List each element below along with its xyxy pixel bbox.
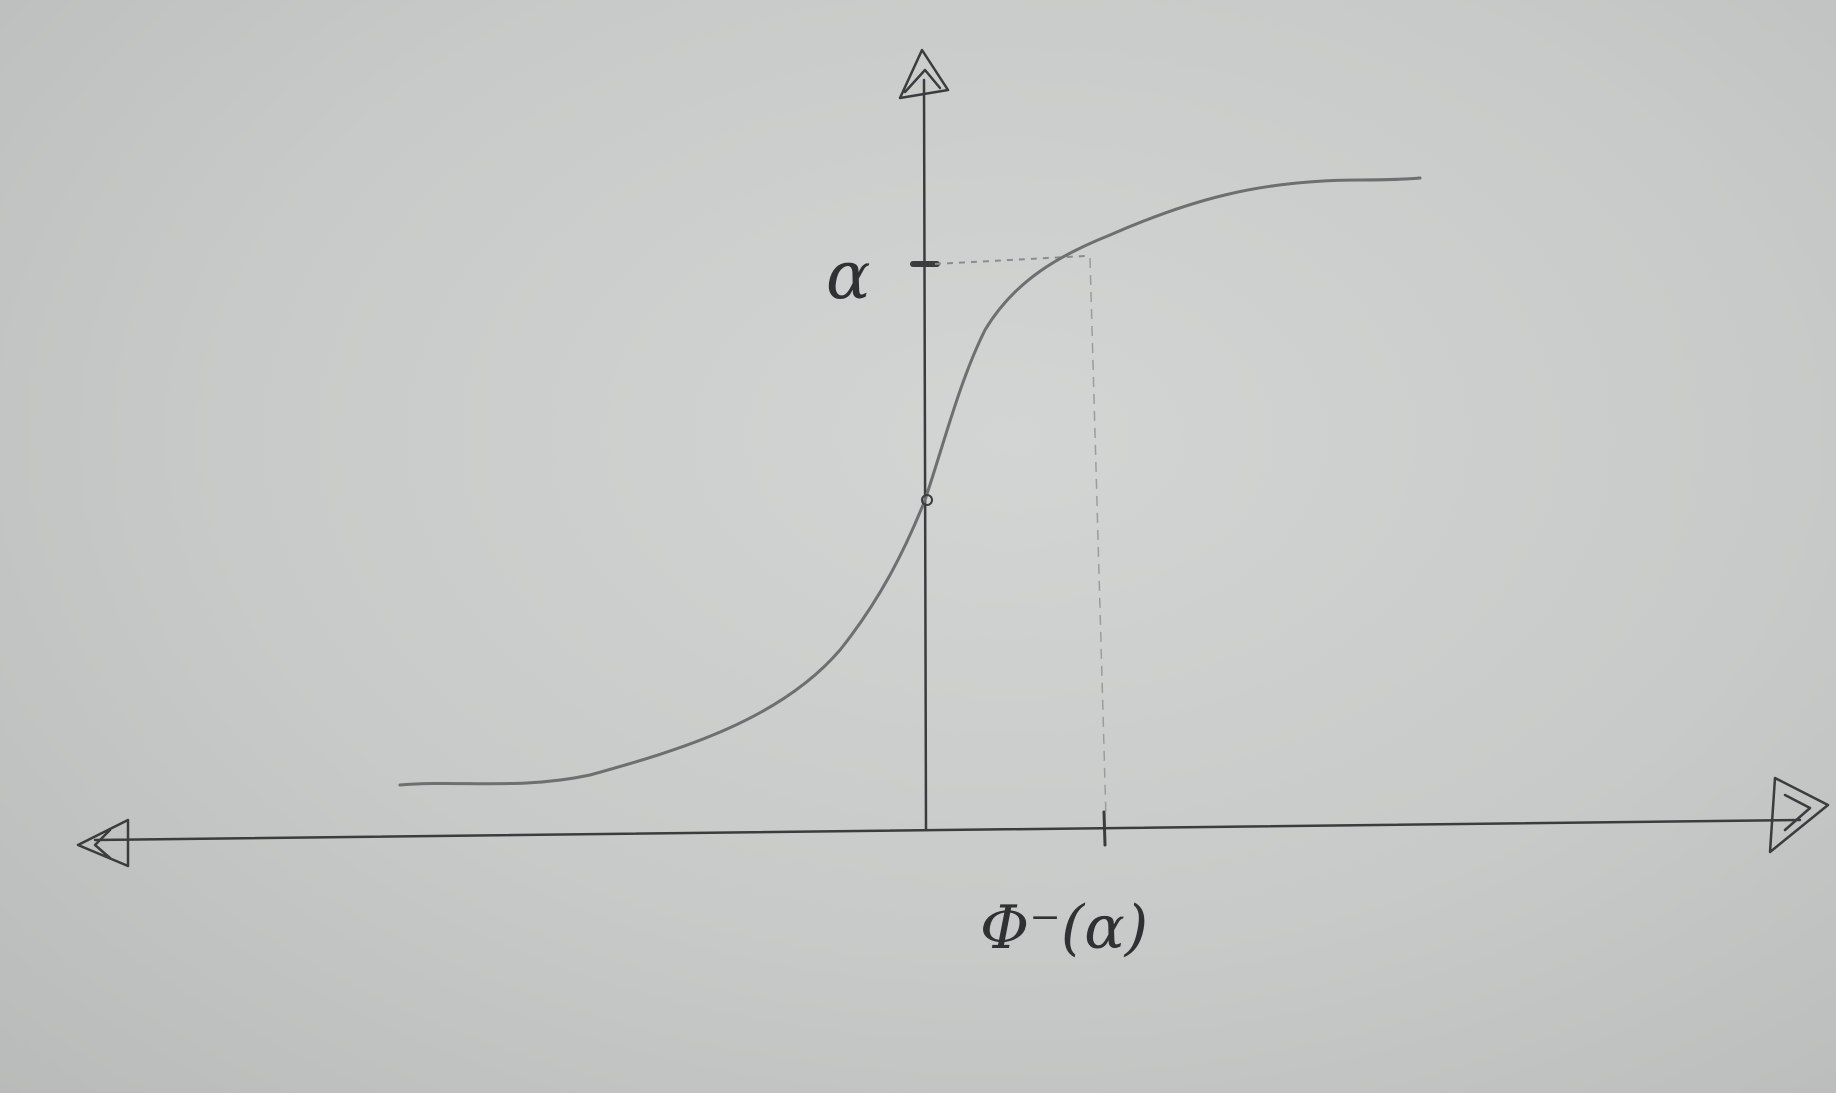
- x-axis-right-arrowhead: [1768, 776, 1830, 854]
- y-axis-top-arrowhead: [898, 48, 950, 100]
- y-marker-label: α: [826, 237, 871, 314]
- cdf-curve: [398, 176, 1422, 787]
- x-tick-quantile: [1102, 810, 1107, 847]
- y-axis: [922, 78, 928, 832]
- vertical-guide-line: [1089, 257, 1107, 819]
- x-axis-left-arrowhead: [76, 818, 130, 868]
- x-marker-label: Φ⁻(α): [980, 893, 1148, 963]
- curve-axis-intersection-dot: [921, 494, 933, 506]
- x-axis: [93, 818, 1802, 842]
